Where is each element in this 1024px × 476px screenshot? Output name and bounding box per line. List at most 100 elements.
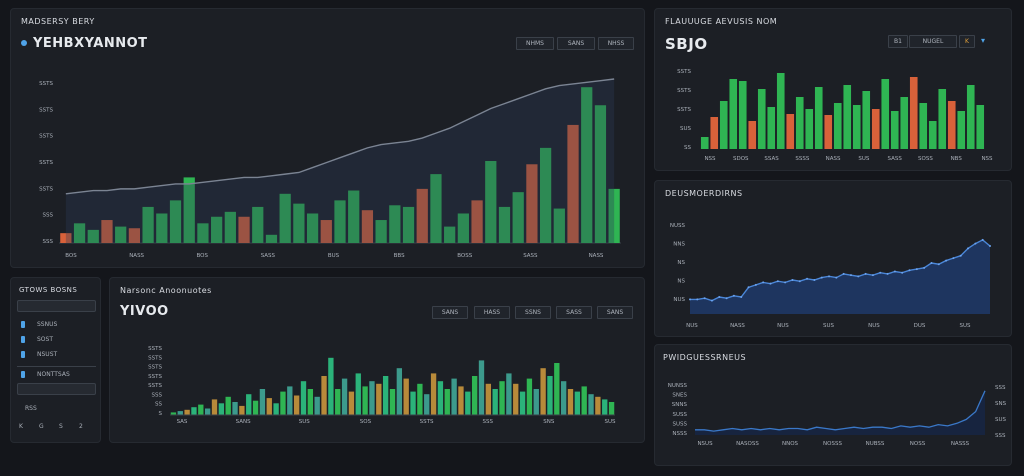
y-tick-label: SSTS bbox=[148, 346, 162, 352]
main-button-2[interactable]: SANS bbox=[557, 37, 595, 50]
top-right-bar bbox=[776, 73, 785, 149]
middle-button-3[interactable]: SSNS bbox=[515, 306, 551, 319]
middle-bar bbox=[513, 383, 519, 415]
line-series bbox=[695, 390, 986, 432]
sidebar-item-2[interactable]: SOST bbox=[37, 336, 54, 343]
x-tick-label: NUBSS bbox=[866, 441, 885, 447]
middle-button-5[interactable]: SANS bbox=[597, 306, 633, 319]
middle-bar bbox=[595, 396, 601, 415]
y-tick-label: NNS bbox=[673, 242, 685, 248]
middle-button-1[interactable]: SANS bbox=[432, 306, 468, 319]
line-panel-title: PWIDGUESSRNEUS bbox=[663, 353, 747, 362]
middle-bar bbox=[355, 373, 361, 415]
top-right-chevron-icon[interactable]: ▾ bbox=[981, 36, 986, 45]
x-tick-label: DUS bbox=[914, 323, 926, 329]
main-bar bbox=[101, 220, 113, 243]
top-right-bar bbox=[843, 85, 852, 149]
sidebar-item-2-icon bbox=[21, 336, 25, 343]
top-right-bar bbox=[814, 87, 823, 149]
top-right-control-1[interactable]: B1 bbox=[888, 35, 908, 48]
middle-bar bbox=[211, 399, 218, 415]
sidebar-item-3[interactable]: NSUST bbox=[37, 351, 58, 358]
main-bar bbox=[320, 220, 332, 243]
middle-bar bbox=[259, 389, 266, 415]
y-tick-label: NUNSS bbox=[668, 383, 688, 389]
sidebar-search-row[interactable] bbox=[17, 300, 96, 312]
middle-bar bbox=[458, 386, 464, 415]
main-panel-icon bbox=[21, 40, 27, 46]
middle-bar bbox=[499, 381, 505, 415]
y-tick-label: SSTS bbox=[148, 365, 162, 371]
sidebar-item-1[interactable]: SSNUS bbox=[37, 321, 58, 328]
sidebar-icon-3[interactable]: S bbox=[59, 423, 63, 430]
top-right-bar bbox=[833, 103, 842, 149]
middle-bar bbox=[526, 378, 533, 415]
area-point bbox=[798, 280, 801, 283]
main-bar bbox=[128, 228, 141, 243]
y-tick-label: SSS bbox=[43, 239, 54, 245]
main-bar bbox=[581, 87, 593, 243]
main-bar bbox=[348, 190, 360, 243]
middle-bar bbox=[321, 376, 327, 415]
top-right-bar bbox=[700, 137, 709, 149]
x-tick-label: BBS bbox=[394, 253, 405, 259]
top-right-bar bbox=[976, 105, 985, 149]
area-point bbox=[981, 238, 984, 241]
main-button-1[interactable]: NHMS bbox=[516, 37, 554, 50]
middle-bar bbox=[218, 403, 225, 415]
main-bar bbox=[553, 208, 565, 243]
sidebar-icon-4[interactable]: 2 bbox=[79, 423, 83, 430]
top-right-bar bbox=[890, 111, 899, 149]
area-point bbox=[937, 263, 940, 266]
area-point bbox=[871, 274, 874, 277]
middle-bar bbox=[300, 381, 307, 415]
top-right-bar-chart: SSTS SSTS SSTS SUS SS NSS SDOS SSAS SSSS NASS SUS S… bbox=[677, 69, 993, 162]
y-tick-label: NS bbox=[677, 260, 685, 266]
sidebar-title: GTOWS BOSNS bbox=[19, 286, 78, 294]
area-fill bbox=[690, 239, 990, 314]
sidebar-item-5[interactable]: RSS bbox=[25, 405, 37, 412]
top-right-control-2[interactable]: NUGEL bbox=[909, 35, 957, 48]
middle-bar bbox=[287, 386, 293, 415]
y-tick-label: SSTS bbox=[677, 88, 691, 94]
middle-bar bbox=[335, 389, 341, 415]
x-tick-label: SUS bbox=[604, 419, 616, 425]
y-tick-label: SSTS bbox=[677, 69, 691, 75]
main-bar bbox=[306, 213, 319, 243]
sidebar-field-row[interactable] bbox=[17, 383, 96, 395]
top-right-bar bbox=[795, 97, 804, 149]
area-point bbox=[820, 276, 823, 279]
main-bar bbox=[238, 216, 250, 243]
top-right-bar bbox=[710, 117, 719, 149]
middle-bar bbox=[252, 400, 259, 415]
middle-bar bbox=[554, 363, 560, 415]
middle-bar bbox=[492, 389, 498, 415]
top-right-bar bbox=[748, 121, 757, 149]
sidebar-item-4[interactable]: NONTTSAS bbox=[37, 371, 70, 378]
x-tick-label: NSUS bbox=[697, 441, 713, 447]
sidebar-icon-2[interactable]: G bbox=[39, 423, 44, 430]
sidebar-item-3-icon bbox=[21, 351, 25, 358]
y-tick-label: SSTS bbox=[39, 107, 53, 113]
top-right-control-3[interactable]: K bbox=[959, 35, 975, 48]
sidebar-item-1-icon bbox=[21, 321, 25, 328]
area-chart: NUSS NNS NS NS NUS NUS NASS NUS SUS NUS DUS SUS bbox=[670, 223, 991, 329]
y-tick-label: SUSS bbox=[673, 421, 688, 427]
main-bar bbox=[169, 200, 182, 243]
x-tick-label: NNOS bbox=[782, 441, 799, 447]
main-button-3[interactable]: NHSS bbox=[598, 37, 634, 50]
x-tick-label: SOS bbox=[360, 419, 372, 425]
middle-bar bbox=[424, 394, 430, 415]
middle-bar bbox=[266, 398, 272, 415]
sidebar-icon-1[interactable]: K bbox=[19, 423, 23, 430]
main-bar bbox=[87, 229, 99, 243]
middle-button-4[interactable]: SASS bbox=[556, 306, 592, 319]
middle-button-2[interactable]: HASS bbox=[474, 306, 510, 319]
middle-bar bbox=[410, 391, 416, 415]
x-tick-label: SANS bbox=[236, 419, 251, 425]
top-right-bar bbox=[871, 109, 880, 149]
main-bar bbox=[361, 210, 374, 243]
main-chart-panel: MADSERSY BERY YEHBXYANNOT NHMS SANS NHSS… bbox=[10, 8, 645, 268]
y-tick-label: NUS bbox=[673, 297, 685, 303]
